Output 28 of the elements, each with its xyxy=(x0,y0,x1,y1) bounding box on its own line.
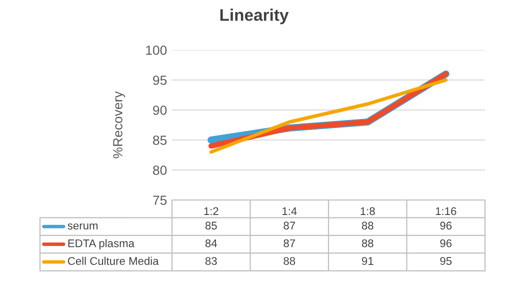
data-label: 87 xyxy=(284,222,295,230)
line-series xyxy=(209,78,448,154)
y-tick-label: 75 xyxy=(153,196,167,205)
legend-label: serum xyxy=(68,223,98,230)
data-label: 88 xyxy=(362,222,374,230)
y-tick-label: 90 xyxy=(153,106,167,115)
x-tick-label: 1:8 xyxy=(360,207,375,216)
data-label: 87 xyxy=(284,239,295,248)
legend-label: EDTA plasma xyxy=(68,239,134,250)
x-tick-label: 1:2 xyxy=(204,207,218,215)
data-label: 91 xyxy=(362,257,374,265)
data-label: 96 xyxy=(440,222,452,230)
data-label: 88 xyxy=(362,239,374,248)
x-tick-label: 1:4 xyxy=(282,207,297,215)
y-tick-label: 85 xyxy=(153,136,167,145)
x-tick-label: 1:16 xyxy=(436,207,456,216)
data-label: 85 xyxy=(205,222,217,230)
chart-title: Linearity xyxy=(220,8,289,24)
y-tick-label: 100 xyxy=(146,46,167,55)
data-label: 96 xyxy=(440,239,452,248)
data-label: 83 xyxy=(205,257,217,265)
y-tick-label: 95 xyxy=(153,76,167,85)
data-label: 95 xyxy=(440,257,452,265)
data-label: 88 xyxy=(284,257,296,265)
y-tick-label: 80 xyxy=(153,166,167,175)
data-label: 84 xyxy=(205,239,217,248)
y-axis-title: %Recovery xyxy=(113,91,126,158)
legend-label: Cell Culture Media xyxy=(68,256,159,265)
